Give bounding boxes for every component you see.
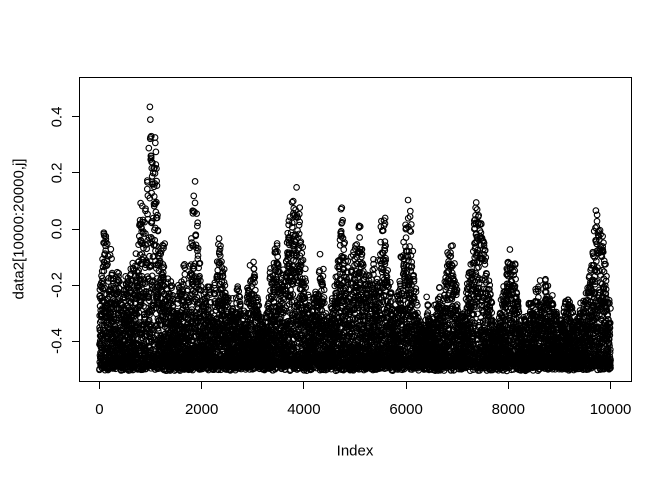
y-tick-label: 0.2 [48, 162, 66, 184]
y-axis-tick [72, 284, 79, 286]
x-axis-tick [507, 382, 509, 389]
x-axis-label: Index [336, 442, 374, 460]
plot-frame [79, 77, 632, 382]
y-axis-tick [72, 116, 79, 118]
x-tick-label: 8000 [491, 401, 526, 418]
y-axis-tick [72, 228, 79, 230]
y-axis-tick [72, 340, 79, 342]
y-tick-label: 0.0 [48, 218, 66, 240]
x-tick-label: 2000 [184, 401, 219, 418]
x-axis-tick [610, 382, 612, 389]
y-tick-label: -0.4 [48, 328, 66, 355]
y-axis-tick [72, 172, 79, 174]
x-tick-label: 10000 [589, 401, 632, 418]
x-tick-label: 4000 [287, 401, 321, 418]
x-axis-tick [303, 382, 305, 389]
y-axis-label: data2[10000:20000,j] [10, 158, 28, 300]
x-axis-tick [405, 382, 407, 389]
x-axis-tick [201, 382, 203, 389]
y-tick-label: -0.2 [48, 272, 66, 299]
y-tick-label: 0.4 [48, 106, 66, 128]
x-axis-tick [98, 382, 100, 389]
x-tick-label: 0 [95, 401, 104, 418]
x-tick-label: 6000 [389, 401, 423, 418]
